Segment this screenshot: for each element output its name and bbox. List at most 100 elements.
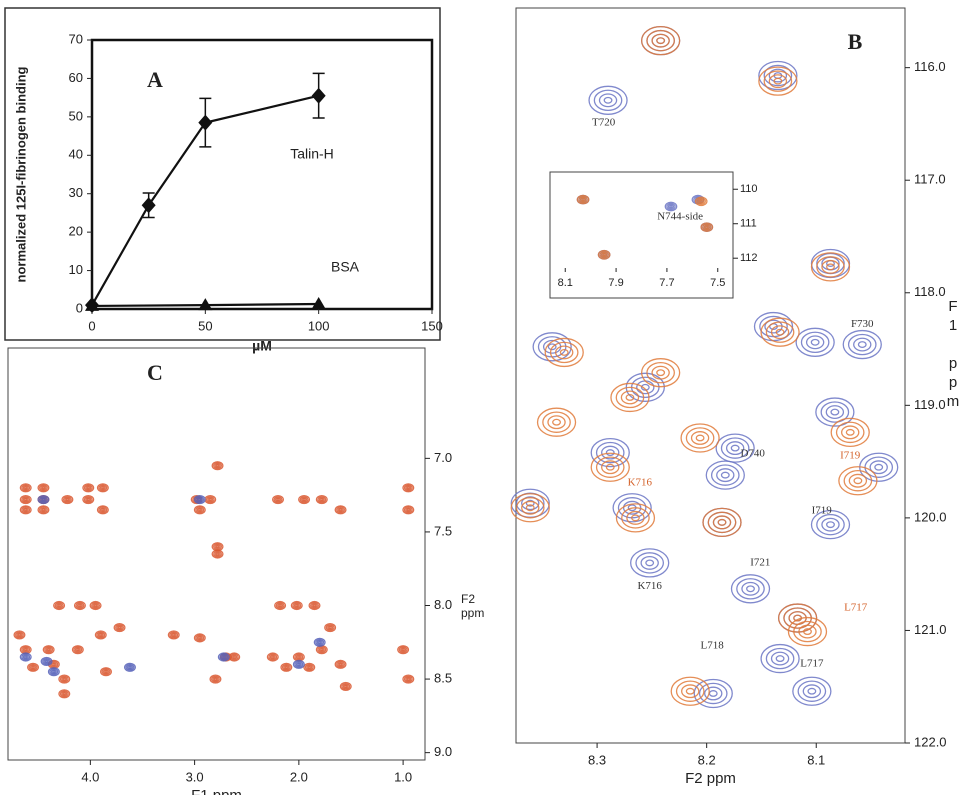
contour <box>29 664 37 670</box>
contour <box>269 654 276 660</box>
contour <box>213 462 223 470</box>
contour <box>334 505 347 515</box>
y-tick-label: 121.0 <box>914 622 947 637</box>
contour <box>271 655 275 659</box>
contour <box>775 655 785 663</box>
contour <box>24 508 28 512</box>
peak <box>536 407 577 437</box>
contour <box>229 653 239 661</box>
contour <box>336 506 346 514</box>
peak <box>292 652 305 662</box>
contour <box>38 506 48 514</box>
contour <box>681 684 700 699</box>
contour <box>85 485 92 491</box>
contour <box>702 223 712 231</box>
peak <box>339 681 352 691</box>
contour <box>310 602 319 609</box>
contour <box>667 203 675 210</box>
contour <box>605 449 615 457</box>
contour <box>24 648 28 652</box>
contour <box>311 603 318 608</box>
peak <box>402 483 415 493</box>
contour <box>96 631 106 639</box>
y-tick-label: 8.5 <box>434 671 452 686</box>
contour <box>210 675 220 683</box>
contour <box>680 423 720 453</box>
contour <box>815 397 855 427</box>
contour <box>542 411 571 433</box>
contour <box>810 338 820 346</box>
contour <box>303 662 316 672</box>
peak <box>810 252 851 282</box>
contour <box>295 661 302 667</box>
contour <box>341 682 351 690</box>
contour <box>207 497 214 502</box>
peak <box>280 662 293 672</box>
contour <box>40 485 47 491</box>
peak <box>402 505 415 515</box>
contour <box>43 659 50 664</box>
contour <box>37 483 50 493</box>
contour <box>770 651 790 666</box>
peak <box>19 483 32 493</box>
peak <box>700 222 714 233</box>
x-tick-label: 7.9 <box>608 277 623 289</box>
contour <box>196 507 203 513</box>
contour <box>344 684 348 688</box>
peak <box>274 600 287 611</box>
x-tick-label: 3.0 <box>186 769 204 784</box>
peak <box>71 645 84 655</box>
contour <box>211 549 224 559</box>
peak <box>100 667 112 677</box>
contour <box>763 70 793 92</box>
contour <box>293 603 300 608</box>
peak <box>19 505 32 515</box>
peak <box>402 674 415 684</box>
marker-diamond <box>311 87 326 104</box>
contour <box>41 486 46 490</box>
peak-label: I719 <box>812 505 833 517</box>
contour <box>102 669 110 675</box>
peak-label: I721 <box>750 556 770 568</box>
contour <box>715 433 755 463</box>
contour <box>807 687 817 695</box>
peak <box>680 423 720 453</box>
x-tick-label: 2.0 <box>290 769 308 784</box>
contour <box>830 408 840 416</box>
peak <box>308 600 321 611</box>
contour <box>590 437 630 468</box>
contour <box>324 623 337 633</box>
contour <box>97 632 104 638</box>
peak-label: D740 <box>740 447 765 459</box>
peak-label: L717 <box>844 601 868 613</box>
contour <box>696 197 706 205</box>
peak-label: F730 <box>851 318 874 330</box>
contour <box>44 659 49 663</box>
x-tick-label: 0 <box>88 318 95 333</box>
contour <box>85 497 92 502</box>
contour <box>284 665 289 669</box>
contour <box>826 263 835 271</box>
peak <box>211 549 224 559</box>
contour <box>595 441 625 464</box>
peak <box>13 630 26 640</box>
x-tick-label: 8.3 <box>588 752 606 767</box>
contour <box>845 428 855 436</box>
contour <box>40 507 47 513</box>
peak <box>693 678 733 709</box>
contour <box>215 552 220 556</box>
contour <box>656 369 666 377</box>
contour <box>603 96 613 104</box>
contour <box>736 578 765 600</box>
peak <box>715 433 755 463</box>
contour <box>317 496 327 504</box>
contour <box>730 444 740 452</box>
contour <box>640 25 681 56</box>
contour <box>328 626 332 630</box>
peak <box>82 483 95 493</box>
contour <box>211 461 224 471</box>
inset-frame <box>549 171 734 299</box>
series-label: Talin-H <box>290 146 334 162</box>
contour <box>217 652 230 662</box>
peak <box>830 417 870 447</box>
